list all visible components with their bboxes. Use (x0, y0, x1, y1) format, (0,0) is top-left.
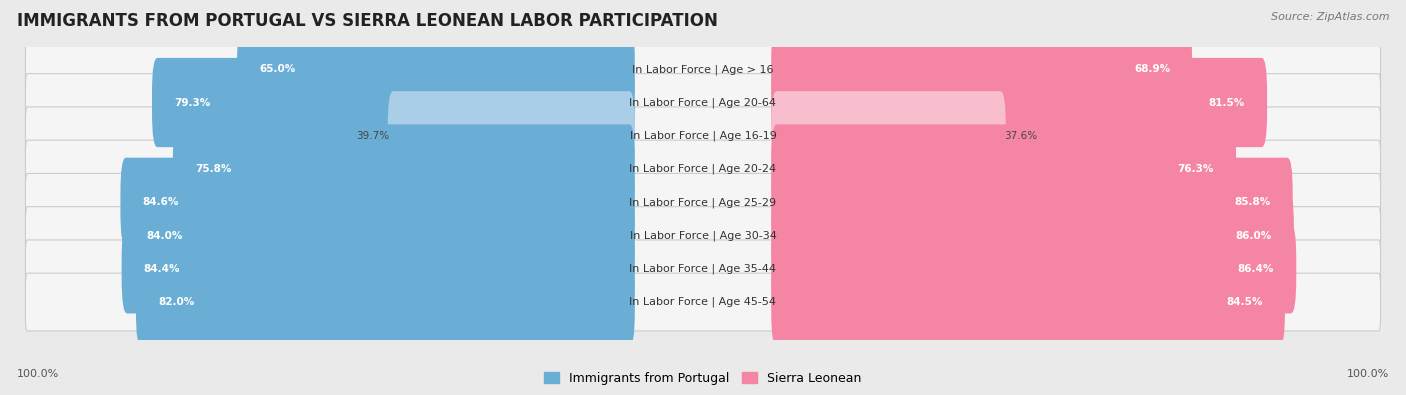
Text: In Labor Force | Age 20-24: In Labor Force | Age 20-24 (630, 164, 776, 174)
FancyBboxPatch shape (122, 224, 634, 314)
FancyBboxPatch shape (25, 273, 1381, 331)
FancyBboxPatch shape (25, 173, 1381, 231)
FancyBboxPatch shape (772, 91, 1005, 181)
FancyBboxPatch shape (388, 91, 634, 181)
FancyBboxPatch shape (772, 258, 1285, 347)
Text: 84.6%: 84.6% (142, 197, 179, 207)
Text: In Labor Force | Age 35-44: In Labor Force | Age 35-44 (630, 263, 776, 274)
FancyBboxPatch shape (25, 140, 1381, 198)
Text: In Labor Force | Age 25-29: In Labor Force | Age 25-29 (630, 197, 776, 207)
Text: 65.0%: 65.0% (259, 64, 295, 74)
Text: 76.3%: 76.3% (1178, 164, 1213, 174)
Text: Source: ZipAtlas.com: Source: ZipAtlas.com (1271, 12, 1389, 22)
Text: 79.3%: 79.3% (174, 98, 211, 107)
FancyBboxPatch shape (772, 24, 1192, 114)
Text: In Labor Force | Age 45-54: In Labor Force | Age 45-54 (630, 297, 776, 307)
Text: 86.0%: 86.0% (1236, 231, 1272, 241)
Text: 84.5%: 84.5% (1226, 297, 1263, 307)
FancyBboxPatch shape (25, 207, 1381, 264)
FancyBboxPatch shape (772, 224, 1296, 314)
Text: 39.7%: 39.7% (357, 131, 389, 141)
FancyBboxPatch shape (772, 191, 1294, 280)
FancyBboxPatch shape (25, 73, 1381, 132)
Text: In Labor Force | Age 16-19: In Labor Force | Age 16-19 (630, 130, 776, 141)
Text: 82.0%: 82.0% (157, 297, 194, 307)
Text: 100.0%: 100.0% (17, 369, 59, 379)
Legend: Immigrants from Portugal, Sierra Leonean: Immigrants from Portugal, Sierra Leonean (544, 372, 862, 385)
FancyBboxPatch shape (152, 58, 634, 147)
FancyBboxPatch shape (772, 124, 1236, 214)
Text: In Labor Force | Age 20-64: In Labor Force | Age 20-64 (630, 97, 776, 108)
Text: 68.9%: 68.9% (1133, 64, 1170, 74)
FancyBboxPatch shape (136, 258, 634, 347)
Text: 81.5%: 81.5% (1209, 98, 1246, 107)
FancyBboxPatch shape (173, 124, 634, 214)
FancyBboxPatch shape (772, 158, 1292, 247)
FancyBboxPatch shape (238, 24, 634, 114)
FancyBboxPatch shape (25, 107, 1381, 165)
FancyBboxPatch shape (124, 191, 634, 280)
Text: IMMIGRANTS FROM PORTUGAL VS SIERRA LEONEAN LABOR PARTICIPATION: IMMIGRANTS FROM PORTUGAL VS SIERRA LEONE… (17, 12, 717, 30)
Text: In Labor Force | Age > 16: In Labor Force | Age > 16 (633, 64, 773, 75)
Text: 84.0%: 84.0% (146, 231, 183, 241)
Text: 86.4%: 86.4% (1237, 264, 1274, 274)
Text: 75.8%: 75.8% (195, 164, 231, 174)
FancyBboxPatch shape (25, 40, 1381, 98)
Text: In Labor Force | Age 30-34: In Labor Force | Age 30-34 (630, 230, 776, 241)
Text: 37.6%: 37.6% (1004, 131, 1036, 141)
Text: 84.4%: 84.4% (143, 264, 180, 274)
Text: 85.8%: 85.8% (1234, 197, 1271, 207)
FancyBboxPatch shape (772, 58, 1267, 147)
Text: 100.0%: 100.0% (1347, 369, 1389, 379)
FancyBboxPatch shape (25, 240, 1381, 298)
FancyBboxPatch shape (121, 158, 634, 247)
